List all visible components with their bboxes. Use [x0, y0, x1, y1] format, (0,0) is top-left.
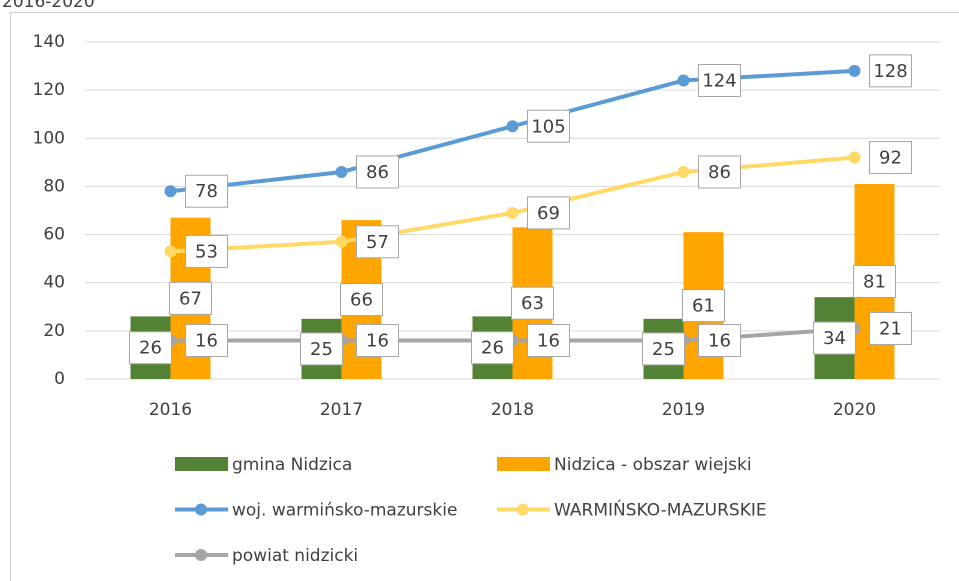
y-tick-label: 40 [43, 273, 65, 293]
data-label: 53 [195, 241, 218, 262]
data-label-box [869, 141, 912, 175]
data-label: 61 [692, 296, 715, 317]
line-marker [848, 151, 861, 164]
data-label: 16 [195, 330, 218, 351]
chart-frame [10, 12, 959, 581]
data-label: 105 [531, 116, 565, 137]
legend-marker [195, 503, 207, 516]
data-label-box [356, 155, 399, 189]
data-label-box [185, 174, 228, 208]
line-marker [506, 120, 519, 133]
data-label: 57 [366, 232, 389, 253]
chart-title: 2016-2020 [2, 0, 95, 12]
legend-swatch [497, 457, 550, 471]
line-marker [335, 235, 348, 248]
data-label: 21 [879, 318, 902, 339]
legend-marker [195, 549, 207, 561]
data-label: 67 [179, 288, 202, 309]
data-label: 66 [350, 290, 373, 311]
data-label-box [813, 321, 856, 355]
line-marker [506, 206, 519, 219]
line-marker [677, 74, 690, 87]
data-label-box [642, 332, 685, 366]
x-tick-label: 2017 [320, 400, 363, 420]
legend-label: WARMIŃSKO-MAZURSKIE [554, 499, 767, 521]
data-label-box [527, 196, 570, 230]
data-label-box [356, 225, 399, 259]
data-label-box [698, 323, 741, 357]
data-label: 86 [708, 162, 731, 183]
data-label: 26 [481, 338, 504, 359]
line-marker [677, 165, 690, 178]
data-label-box [340, 283, 383, 317]
y-tick-label: 140 [33, 32, 65, 52]
legend-label: Nidzica - obszar wiejski [554, 455, 752, 475]
data-label-box [129, 331, 172, 365]
x-tick-label: 2019 [662, 400, 705, 420]
line-marker [848, 64, 861, 77]
x-tick-label: 2020 [833, 400, 876, 420]
data-label-box [185, 323, 228, 357]
data-label-box [169, 281, 212, 315]
data-label: 128 [873, 61, 907, 82]
line-marker [335, 165, 348, 178]
data-label: 16 [708, 330, 731, 351]
data-label-box [471, 331, 514, 365]
data-label-box [853, 265, 896, 299]
data-label-box [511, 286, 554, 320]
x-tick-label: 2016 [149, 400, 192, 420]
data-label: 25 [310, 339, 333, 360]
data-label: 78 [195, 181, 218, 202]
data-label-box [527, 109, 570, 143]
y-tick-label: 120 [33, 80, 65, 100]
data-label-box [682, 289, 725, 323]
y-tick-label: 80 [43, 176, 65, 196]
x-tick-label: 2018 [491, 400, 534, 420]
data-label-box [527, 323, 570, 357]
data-label: 124 [702, 71, 736, 92]
data-label: 86 [366, 162, 389, 183]
data-label-box [698, 155, 741, 189]
data-label: 16 [537, 330, 560, 351]
data-label: 63 [521, 293, 544, 314]
data-label: 81 [863, 272, 886, 293]
y-tick-label: 60 [43, 225, 65, 245]
legend-swatch [175, 457, 228, 471]
data-label: 69 [537, 203, 560, 224]
legend-label: gmina Nidzica [232, 455, 352, 475]
legend-marker [517, 503, 529, 516]
line-marker [164, 185, 177, 198]
data-label-box [185, 234, 228, 268]
data-label: 92 [879, 148, 902, 169]
data-label: 25 [652, 339, 675, 360]
data-label-box [698, 64, 741, 98]
data-label-box [869, 311, 912, 345]
data-label: 16 [366, 330, 389, 351]
legend-label: powiat nidzicki [232, 546, 358, 566]
legend-label: woj. warmińsko-mazurskie [232, 501, 457, 521]
data-label-box [356, 323, 399, 357]
y-tick-label: 100 [33, 128, 65, 148]
line-marker [164, 245, 177, 258]
y-tick-label: 20 [43, 321, 65, 341]
data-label: 34 [823, 328, 846, 349]
y-tick-label: 0 [54, 369, 65, 389]
data-label-box [300, 332, 343, 366]
data-label-box [869, 54, 912, 88]
data-label: 26 [139, 338, 162, 359]
